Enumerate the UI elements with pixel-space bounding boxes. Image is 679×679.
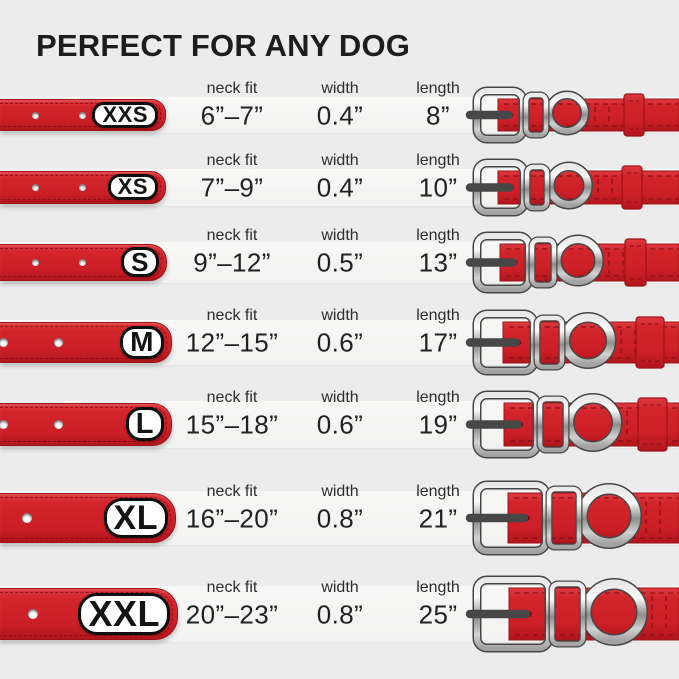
collar-hole <box>31 111 39 119</box>
column-label-length: length <box>416 80 460 97</box>
collar-hole <box>0 419 8 429</box>
stitch-line <box>0 325 167 359</box>
value-neck-fit: 9”–12” <box>193 247 271 278</box>
column-label-width: width <box>321 227 359 244</box>
value-width: 0.8” <box>316 599 364 630</box>
value-neck-fit: 6”–7” <box>200 100 264 131</box>
size-badge: M <box>120 325 164 359</box>
collar-hole <box>53 337 63 347</box>
size-badge: XXS <box>92 102 158 128</box>
value-length: 8” <box>426 100 450 131</box>
column-label-length: length <box>416 579 460 596</box>
collar-buckle-dring-graphic <box>465 86 679 144</box>
column-label-length: length <box>416 389 460 406</box>
value-width: 0.4” <box>316 172 364 203</box>
value-length: 19” <box>418 409 458 440</box>
collar-buckle-dring-graphic <box>465 158 679 216</box>
value-width: 0.6” <box>316 327 364 358</box>
size-badge: S <box>121 247 159 277</box>
column-label-neck-fit: neck fit <box>206 389 258 406</box>
collar-hole <box>78 258 86 266</box>
value-length: 10” <box>418 172 458 203</box>
value-neck-fit: 15”–18” <box>185 409 279 440</box>
size-badge: XXL <box>78 593 170 635</box>
collar-hole <box>22 513 32 523</box>
collar-hole <box>78 183 86 191</box>
value-neck-fit: 12”–15” <box>185 327 279 358</box>
collar-buckle-dring-graphic <box>465 231 679 293</box>
value-width: 0.5” <box>316 247 364 278</box>
collar-hole <box>0 337 8 347</box>
size-badge: L <box>125 407 164 441</box>
stitch-line <box>0 592 173 636</box>
column-label-width: width <box>321 389 359 406</box>
column-label-width: width <box>321 483 359 500</box>
column-label-width: width <box>321 152 359 169</box>
size-badge: XL <box>103 498 168 538</box>
column-label-length: length <box>416 152 460 169</box>
stitch-line <box>0 497 171 539</box>
value-neck-fit: 7”–9” <box>200 172 264 203</box>
value-neck-fit: 20”–23” <box>185 599 279 630</box>
stitch-line <box>0 406 167 442</box>
column-label-length: length <box>416 307 460 324</box>
value-length: 21” <box>418 503 458 534</box>
value-length: 17” <box>418 327 458 358</box>
value-width: 0.4” <box>316 100 364 131</box>
column-label-neck-fit: neck fit <box>206 307 258 324</box>
collar-hole <box>31 258 39 266</box>
column-label-width: width <box>321 80 359 97</box>
column-label-neck-fit: neck fit <box>206 483 258 500</box>
column-label-length: length <box>416 483 460 500</box>
value-width: 0.6” <box>316 409 364 440</box>
stitch-line <box>0 247 162 277</box>
collar-hole <box>78 111 86 119</box>
column-label-length: length <box>416 227 460 244</box>
value-width: 0.8” <box>316 503 364 534</box>
collar-buckle-dring-graphic <box>465 309 679 375</box>
value-length: 13” <box>418 247 458 278</box>
collar-hole <box>28 609 38 619</box>
collar-buckle-dring-graphic <box>465 575 679 653</box>
stitch-line <box>0 103 161 127</box>
collar-buckle-dring-graphic <box>465 390 679 458</box>
collar-hole <box>53 419 63 429</box>
column-label-neck-fit: neck fit <box>206 80 258 97</box>
column-label-neck-fit: neck fit <box>206 579 258 596</box>
value-length: 25” <box>418 599 458 630</box>
size-badge: XS <box>107 174 158 200</box>
column-label-neck-fit: neck fit <box>206 227 258 244</box>
column-label-width: width <box>321 579 359 596</box>
collar-hole <box>31 183 39 191</box>
value-neck-fit: 16”–20” <box>185 503 279 534</box>
page-title: PERFECT FOR ANY DOG <box>36 28 411 63</box>
stitch-line <box>0 174 161 200</box>
column-label-width: width <box>321 307 359 324</box>
collar-buckle-dring-graphic <box>465 480 679 556</box>
column-label-neck-fit: neck fit <box>206 152 258 169</box>
